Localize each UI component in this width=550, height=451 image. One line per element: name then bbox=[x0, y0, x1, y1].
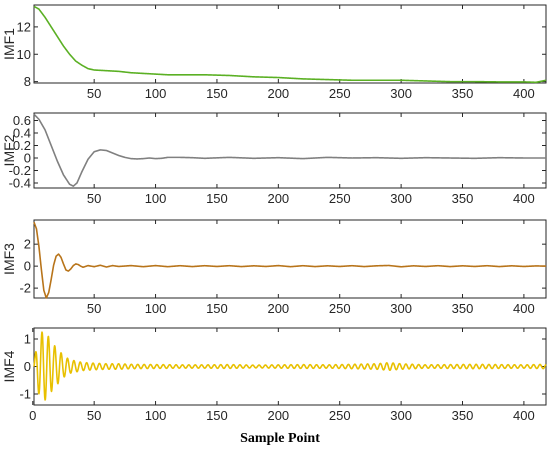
x-tick-label: 150 bbox=[206, 301, 228, 316]
x-tick-label: 300 bbox=[390, 191, 412, 206]
x-tick-label: 0 bbox=[29, 408, 36, 423]
x-tick-label: 250 bbox=[329, 86, 351, 101]
x-tick-label: 250 bbox=[329, 408, 351, 423]
x-tick-label: 200 bbox=[267, 301, 289, 316]
y-tick-label: -1 bbox=[19, 387, 31, 402]
axes-box bbox=[33, 112, 547, 189]
x-tick-label: 400 bbox=[513, 86, 535, 101]
y-tick-label: 1 bbox=[24, 332, 31, 347]
y-tick-label: 0 bbox=[24, 259, 31, 274]
x-tick-label: 200 bbox=[267, 191, 289, 206]
x-tick-label: 350 bbox=[452, 301, 474, 316]
x-tick-label: 350 bbox=[452, 191, 474, 206]
x-tick-label: 250 bbox=[329, 191, 351, 206]
y-tick-label: 8 bbox=[24, 74, 31, 89]
y-tick-label: -0.2 bbox=[9, 163, 31, 178]
x-tick-label: 400 bbox=[513, 408, 535, 423]
x-tick-label: 100 bbox=[145, 408, 167, 423]
y-axis-label: IMF1 bbox=[1, 28, 17, 60]
x-tick-label: 300 bbox=[390, 408, 412, 423]
y-tick-label: -0.4 bbox=[9, 176, 31, 191]
y-tick-label: 0 bbox=[24, 359, 31, 374]
y-tick-label: 0.4 bbox=[13, 126, 31, 141]
x-tick-label: 150 bbox=[206, 191, 228, 206]
panel-imf3: 50 100 150 200 250 300 350 400 -2 0 2 IMF3 bbox=[1, 219, 547, 316]
x-tick-label: 250 bbox=[329, 301, 351, 316]
x-tick-label: 50 bbox=[87, 191, 101, 206]
x-tick-label: 100 bbox=[145, 301, 167, 316]
x-tick-label: 200 bbox=[267, 408, 289, 423]
axes-box bbox=[33, 4, 547, 84]
panel-imf4: 0 50 100 150 200 250 300 350 400 -1 0 1 IMF4 bbox=[1, 327, 547, 423]
y-tick-label: 2 bbox=[24, 237, 31, 252]
series-line-imf2 bbox=[33, 113, 547, 187]
x-tick-label: 200 bbox=[267, 86, 289, 101]
axes-box bbox=[33, 219, 547, 299]
x-tick-label: 150 bbox=[206, 86, 228, 101]
x-tick-label: 300 bbox=[390, 86, 412, 101]
series-line-imf3 bbox=[33, 221, 547, 299]
x-tick-label: 50 bbox=[87, 408, 101, 423]
x-tick-label: 100 bbox=[145, 86, 167, 101]
x-tick-label: 50 bbox=[87, 301, 101, 316]
y-axis-label: IMF3 bbox=[1, 243, 17, 275]
series-line-imf1 bbox=[33, 5, 547, 84]
y-axis-label: IMF4 bbox=[1, 350, 17, 382]
y-tick-label: 12 bbox=[17, 19, 31, 34]
panel-imf2: 50 100 150 200 250 300 350 400 -0.4-0.200.20.40.… bbox=[1, 112, 547, 206]
x-tick-label: 300 bbox=[390, 301, 412, 316]
y-tick-label: 0 bbox=[24, 151, 31, 166]
x-tick-label: 150 bbox=[206, 408, 228, 423]
y-tick-label: -2 bbox=[19, 281, 31, 296]
x-tick-label: 400 bbox=[513, 301, 535, 316]
y-tick-label: 0.6 bbox=[13, 113, 31, 128]
series-line-imf4 bbox=[33, 331, 547, 401]
x-tick-label: 400 bbox=[513, 191, 535, 206]
y-tick-label: 0.2 bbox=[13, 138, 31, 153]
y-tick-label: 10 bbox=[17, 47, 31, 62]
x-tick-label: 100 bbox=[145, 191, 167, 206]
x-axis-label: Sample Point bbox=[240, 431, 320, 446]
x-tick-label: 350 bbox=[452, 86, 474, 101]
y-axis-label: IMF2 bbox=[1, 134, 17, 166]
x-tick-label: 50 bbox=[87, 86, 101, 101]
x-tick-label: 350 bbox=[452, 408, 474, 423]
